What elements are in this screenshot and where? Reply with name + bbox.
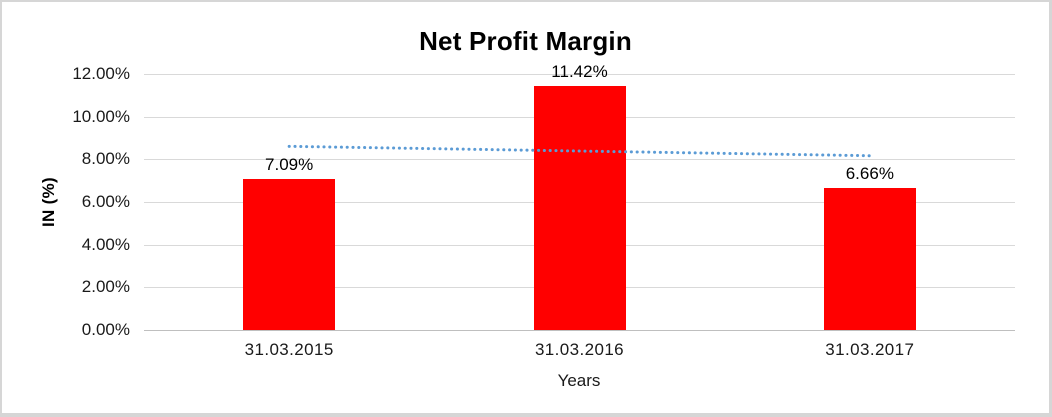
x-axis-tick-label: 31.03.2017 — [825, 340, 915, 359]
y-axis-tick-label: 2.00% — [81, 277, 130, 297]
bar — [823, 187, 916, 330]
bar — [243, 178, 336, 330]
bar — [533, 86, 626, 330]
y-axis-tick-label: 8.00% — [81, 149, 130, 169]
x-axis-tick-label: 31.03.2016 — [534, 340, 625, 359]
plot-area: 7.09% 11.42% 6.66% — [144, 62, 1015, 331]
y-axis-tick-label: 10.00% — [72, 106, 130, 126]
x-axis-title: Years — [557, 371, 601, 390]
y-axis-tick-label: 12.00% — [72, 64, 130, 83]
bar-data-label: 6.66% — [845, 163, 894, 183]
bars-layer — [144, 74, 1015, 330]
y-axis-tick-label: 0.00% — [81, 320, 130, 339]
chart-title: Net Profit Margin — [419, 26, 632, 56]
data-labels-layer: 7.09% 11.42% 6.66% — [144, 62, 1015, 330]
bar-data-label: 7.09% — [265, 154, 314, 174]
y-axis-tick-labels: 0.00% 2.00% 4.00% 6.00% 8.00% 10.00% 12.00% — [2, 64, 130, 339]
trendline — [287, 144, 872, 158]
x-axis-tick-label: 31.03.2015 — [244, 340, 334, 359]
y-axis-tick-label: 6.00% — [81, 192, 130, 211]
bar-data-label: 11.42% — [551, 62, 608, 82]
trendline-dotted — [287, 144, 872, 158]
y-axis-tick-label: 4.00% — [81, 234, 130, 254]
gridline — [144, 74, 1015, 75]
x-axis-line — [144, 330, 1015, 331]
